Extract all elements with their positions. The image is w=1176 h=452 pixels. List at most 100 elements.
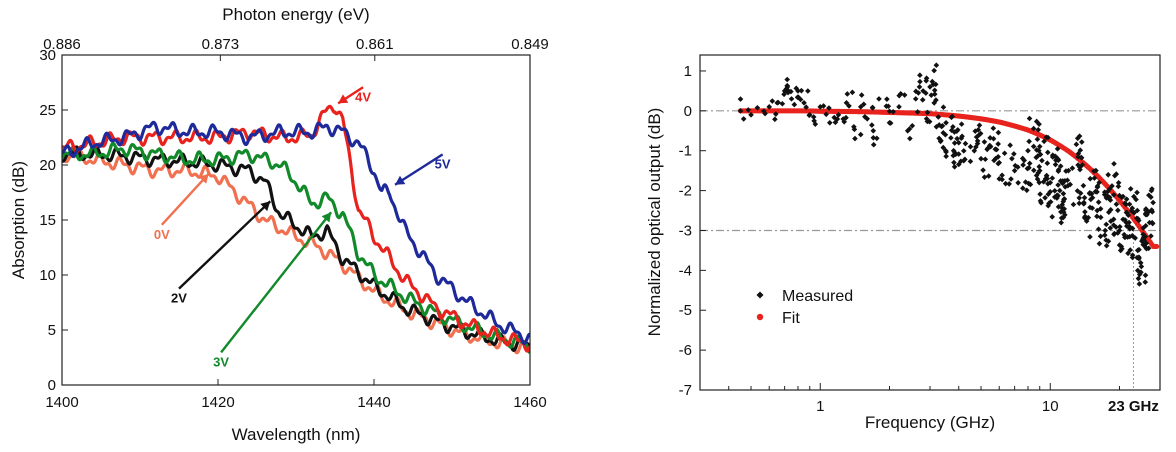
measured-point: [1081, 215, 1088, 221]
left-x2-axis-label: Photon energy (eV): [222, 5, 369, 24]
measured-point: [1085, 214, 1092, 221]
measured-point: [1064, 177, 1071, 184]
measured-point: [1036, 143, 1043, 150]
measured-point: [1113, 171, 1120, 177]
measured-point: [1142, 244, 1149, 251]
measured-point: [1093, 167, 1099, 174]
measured-point: [1143, 240, 1150, 247]
measured-point: [885, 103, 892, 110]
measured-point: [948, 114, 955, 121]
measured-point: [1096, 240, 1103, 247]
measured-point: [1045, 180, 1051, 187]
measured-point: [1094, 213, 1100, 220]
measured-point: [1089, 205, 1096, 211]
measured-point: [835, 112, 842, 118]
measured-point: [779, 100, 786, 107]
right-y-axis-label: Normalized optical output (dB): [645, 108, 664, 337]
measured-point: [1138, 263, 1145, 270]
measured-point: [1107, 197, 1114, 203]
annotation-arrowhead: [338, 94, 349, 104]
measured-point: [1025, 180, 1032, 187]
measured-point: [740, 116, 747, 122]
measured-point: [775, 99, 781, 106]
measured-point: [960, 157, 967, 164]
measured-point: [870, 127, 877, 134]
measured-point: [1077, 166, 1083, 173]
measured-point: [811, 118, 817, 124]
right-legend: Measured Fit: [756, 288, 853, 327]
measured-point: [1087, 234, 1093, 240]
left-plot-area: [62, 104, 530, 355]
measured-point: [1102, 227, 1109, 234]
measured-point: [1139, 238, 1145, 244]
measured-point: [919, 97, 926, 103]
measured-point: [860, 101, 867, 108]
measured-point: [1106, 194, 1113, 201]
measured-point: [1121, 231, 1127, 238]
y-tick-label: 0: [48, 377, 56, 394]
measured-point: [1115, 183, 1122, 190]
measured-point: [1070, 201, 1077, 208]
measured-point: [928, 92, 935, 98]
fit-point: [1154, 243, 1160, 250]
measured-point: [1036, 179, 1043, 186]
measured-point: [1045, 202, 1052, 209]
measured-point: [1009, 155, 1015, 162]
measured-point: [795, 88, 801, 94]
measured-point: [1026, 165, 1032, 171]
measured-point: [784, 76, 791, 83]
measured-point: [1075, 150, 1082, 157]
measured-point: [737, 108, 744, 114]
measured-point: [1133, 196, 1139, 203]
right-plot-area: [700, 62, 1160, 390]
x2-tick-label: 0.861: [356, 36, 394, 53]
x2-tick-label: 0.849: [511, 36, 549, 53]
measured-point: [1049, 175, 1056, 181]
measured-point: [1094, 207, 1101, 214]
measured-point: [1055, 157, 1062, 163]
measured-point: [1086, 190, 1093, 197]
measured-point: [1078, 139, 1085, 145]
measured-point: [1136, 281, 1143, 287]
measured-point: [951, 159, 957, 166]
series-line-0V: [62, 148, 530, 355]
measured-point: [1080, 182, 1087, 189]
measured-point: [1130, 233, 1136, 240]
measured-point: [852, 135, 858, 142]
measured-point: [981, 174, 988, 180]
measured-point: [951, 140, 958, 146]
measured-point: [884, 96, 890, 102]
measured-point: [773, 111, 779, 117]
series-line-5V: [62, 120, 530, 346]
measured-point: [950, 152, 957, 159]
left-ticks: 0 5 10 15 20 25 30 1400 1420 1440 1460: [39, 47, 546, 411]
measured-point: [1131, 193, 1137, 200]
measured-point: [951, 129, 958, 135]
measured-point: [798, 87, 805, 94]
y-tick-label: 5: [48, 322, 56, 339]
measured-point: [745, 107, 752, 113]
annotation-label-3V: 3V: [213, 354, 229, 369]
measured-point: [1054, 192, 1060, 199]
measured-point: [1128, 207, 1135, 214]
measured-point: [1045, 134, 1051, 141]
measured-point: [762, 110, 768, 117]
measured-point: [1055, 182, 1061, 188]
measured-point: [1040, 179, 1047, 185]
measured-point: [1011, 167, 1018, 174]
measured-point: [1054, 146, 1061, 152]
x-tick-label: 1400: [45, 394, 78, 411]
measured-point: [806, 112, 813, 118]
measured-point: [874, 135, 880, 142]
measured-point: [1110, 216, 1117, 223]
measured-point: [748, 112, 754, 118]
measured-point: [887, 120, 894, 126]
measured-point: [754, 104, 761, 111]
measured-point: [870, 135, 877, 141]
measured-point: [943, 153, 949, 160]
measured-point: [1020, 162, 1026, 168]
measured-point: [982, 156, 989, 163]
measured-point: [1036, 167, 1043, 174]
measured-point: [823, 111, 830, 118]
left-x2-ticks: 0.886 0.873 0.861 0.849: [43, 36, 549, 61]
